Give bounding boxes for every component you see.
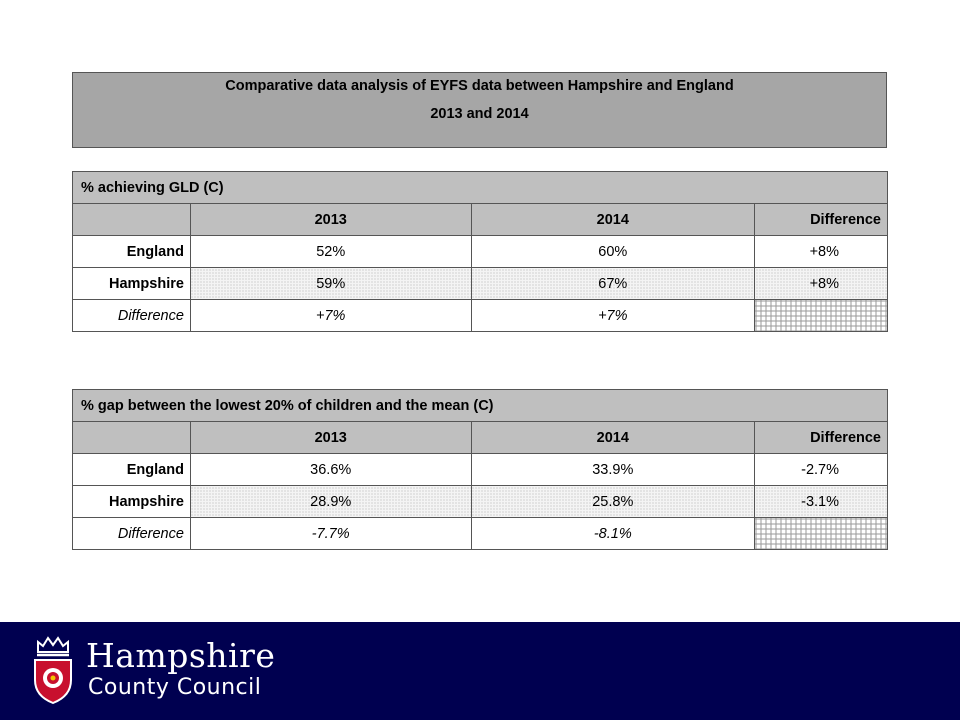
row-label-england: England <box>72 453 191 486</box>
cell-difference: -2.7% <box>754 453 888 486</box>
header-cell-blank <box>72 203 191 236</box>
table-section-row: % achieving GLD (C) <box>72 171 888 204</box>
table-row: England 52% 60% +8% <box>72 235 888 268</box>
table-section-title: % gap between the lowest 20% of children… <box>72 389 888 422</box>
county-crest-icon <box>34 636 72 705</box>
cell-hatched <box>754 517 888 550</box>
row-label-hampshire: Hampshire <box>72 485 191 518</box>
table-section-title: % achieving GLD (C) <box>72 171 888 204</box>
brand-name: Hampshire <box>86 636 276 675</box>
cell-2014: +7% <box>470 299 756 332</box>
row-label-difference: Difference <box>72 517 191 550</box>
cell-2014: 60% <box>470 235 756 268</box>
table-row: Hampshire 59% 67% +8% <box>72 267 888 300</box>
cell-difference: +8% <box>754 267 888 300</box>
gld-table: % achieving GLD (C) 2013 2014 Difference… <box>72 171 888 332</box>
cell-2014: 67% <box>470 267 756 300</box>
cell-2013: +7% <box>189 299 472 332</box>
header-cell-2014: 2014 <box>470 421 756 454</box>
cell-2013: 36.6% <box>189 453 472 486</box>
table-header-row: 2013 2014 Difference <box>72 421 888 454</box>
table-section-row: % gap between the lowest 20% of children… <box>72 389 888 422</box>
header-cell-2013: 2013 <box>189 203 472 236</box>
footer-banner: Hampshire County Council <box>0 622 960 720</box>
header-cell-2013: 2013 <box>189 421 472 454</box>
table-header-row: 2013 2014 Difference <box>72 203 888 236</box>
cell-2013: 59% <box>189 267 472 300</box>
table-row: Hampshire 28.9% 25.8% -3.1% <box>72 485 888 518</box>
cell-2014: 33.9% <box>470 453 756 486</box>
row-label-hampshire: Hampshire <box>72 267 191 300</box>
header-cell-blank <box>72 421 191 454</box>
brand-subtitle: County Council <box>88 675 262 700</box>
gap-table: % gap between the lowest 20% of children… <box>72 389 888 550</box>
cell-2013: 28.9% <box>189 485 472 518</box>
table-row: England 36.6% 33.9% -2.7% <box>72 453 888 486</box>
cell-difference: -3.1% <box>754 485 888 518</box>
cell-2013: 52% <box>189 235 472 268</box>
row-label-england: England <box>72 235 191 268</box>
cell-2014: -8.1% <box>470 517 756 550</box>
cell-2014: 25.8% <box>470 485 756 518</box>
cell-hatched <box>754 299 888 332</box>
header-cell-difference: Difference <box>754 421 888 454</box>
header-cell-2014: 2014 <box>470 203 756 236</box>
table-row: Difference +7% +7% <box>72 299 888 332</box>
title-line-2: 2013 and 2014 <box>430 106 529 122</box>
table-row: Difference -7.7% -8.1% <box>72 517 888 550</box>
row-label-difference: Difference <box>72 299 191 332</box>
title-box: Comparative data analysis of EYFS data b… <box>72 72 887 148</box>
title-line-1: Comparative data analysis of EYFS data b… <box>225 78 734 94</box>
cell-2013: -7.7% <box>189 517 472 550</box>
cell-difference: +8% <box>754 235 888 268</box>
header-cell-difference: Difference <box>754 203 888 236</box>
